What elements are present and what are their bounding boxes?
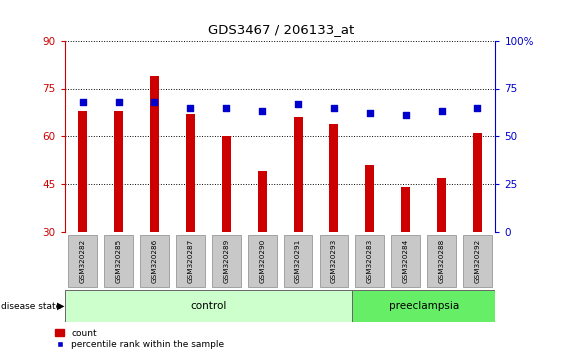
Point — [186, 105, 195, 110]
FancyBboxPatch shape — [463, 235, 492, 287]
Text: GSM320289: GSM320289 — [224, 239, 229, 283]
Bar — [329, 124, 338, 232]
FancyBboxPatch shape — [140, 235, 169, 287]
FancyBboxPatch shape — [212, 235, 240, 287]
Bar — [401, 187, 410, 232]
Point — [365, 110, 374, 116]
Bar — [293, 117, 302, 232]
FancyBboxPatch shape — [248, 235, 276, 287]
Bar — [473, 133, 482, 232]
Text: control: control — [190, 301, 226, 311]
Point — [222, 105, 231, 110]
Text: GSM320286: GSM320286 — [151, 239, 158, 283]
Point — [258, 109, 267, 114]
FancyBboxPatch shape — [352, 290, 495, 322]
FancyBboxPatch shape — [176, 235, 205, 287]
Text: GSM320293: GSM320293 — [331, 239, 337, 283]
FancyBboxPatch shape — [65, 290, 352, 322]
Text: preeclampsia: preeclampsia — [388, 301, 459, 311]
Text: GSM320290: GSM320290 — [259, 239, 265, 283]
Bar — [258, 171, 267, 232]
FancyBboxPatch shape — [355, 235, 384, 287]
Text: GSM320287: GSM320287 — [187, 239, 193, 283]
Text: GSM320285: GSM320285 — [115, 239, 122, 283]
Bar — [150, 76, 159, 232]
Text: GSM320283: GSM320283 — [367, 239, 373, 283]
Text: GSM320291: GSM320291 — [295, 239, 301, 283]
Legend: count, percentile rank within the sample: count, percentile rank within the sample — [55, 329, 225, 349]
Text: GDS3467 / 206133_at: GDS3467 / 206133_at — [208, 23, 355, 36]
FancyBboxPatch shape — [391, 235, 420, 287]
Text: GSM320288: GSM320288 — [439, 239, 445, 283]
Bar — [365, 165, 374, 232]
Point — [473, 105, 482, 110]
Bar — [78, 111, 87, 232]
Point — [114, 99, 123, 105]
Point — [401, 113, 410, 118]
Point — [329, 105, 338, 110]
Text: GSM320292: GSM320292 — [475, 239, 480, 283]
FancyBboxPatch shape — [68, 235, 97, 287]
Text: ▶: ▶ — [57, 301, 65, 311]
Point — [78, 99, 87, 105]
FancyBboxPatch shape — [320, 235, 348, 287]
Point — [437, 109, 446, 114]
Point — [150, 99, 159, 105]
Bar — [114, 111, 123, 232]
FancyBboxPatch shape — [284, 235, 312, 287]
Point — [293, 101, 302, 107]
Bar — [186, 114, 195, 232]
Text: GSM320284: GSM320284 — [403, 239, 409, 283]
Bar — [222, 136, 231, 232]
Text: GSM320282: GSM320282 — [80, 239, 86, 283]
Bar — [437, 178, 446, 232]
FancyBboxPatch shape — [104, 235, 133, 287]
Text: disease state: disease state — [1, 302, 61, 311]
FancyBboxPatch shape — [427, 235, 456, 287]
